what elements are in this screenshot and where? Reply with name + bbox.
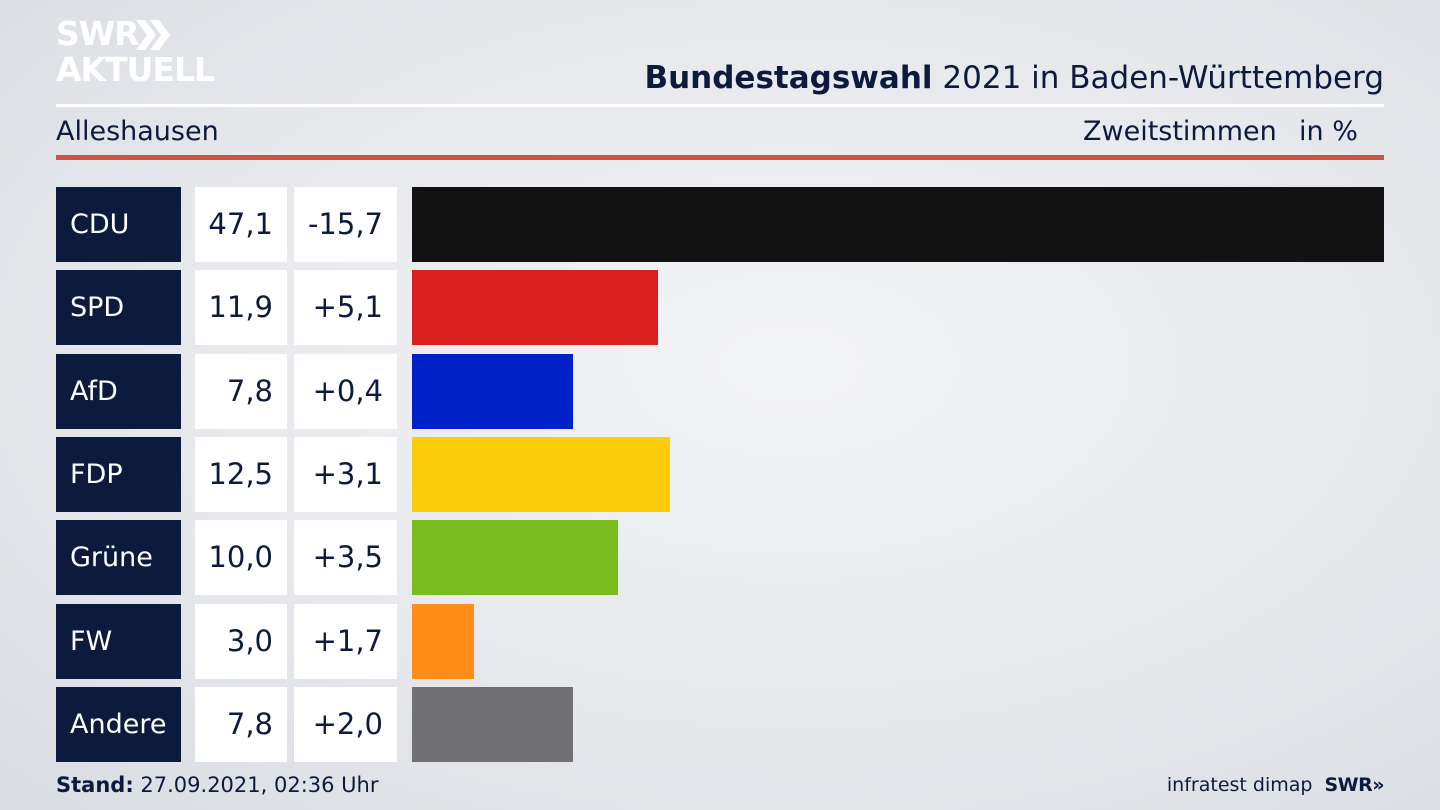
- result-bar: [412, 520, 618, 595]
- stand-label: Stand:: [56, 773, 134, 797]
- result-row-fdp: FDP 12,5 +3,1: [56, 437, 1384, 512]
- logo-aktuell-text: AKTUELL: [56, 50, 215, 89]
- source-credit: infratest dimap SWR»: [1166, 770, 1385, 800]
- timestamp: Stand: 27.09.2021, 02:36 Uhr: [56, 770, 379, 800]
- chart-title-bold: Bundestagswahl: [644, 60, 933, 96]
- vote-share-label: 47,1: [195, 187, 287, 262]
- party-label: AfD: [56, 354, 181, 429]
- result-bar: [412, 354, 573, 429]
- change-label: +0,4: [294, 354, 397, 429]
- party-label: FW: [56, 604, 181, 679]
- result-bar: [412, 687, 573, 762]
- chart-title-rest: 2021 in Baden-Württemberg: [932, 60, 1384, 96]
- change-label: +3,1: [294, 437, 397, 512]
- change-label: +2,0: [294, 687, 397, 762]
- logo-arrows-icon: [136, 20, 172, 54]
- result-row-grüne: Grüne 10,0 +3,5: [56, 520, 1384, 595]
- result-bar: [412, 604, 474, 679]
- result-row-afd: AfD 7,8 +0,4: [56, 354, 1384, 429]
- location-label: Alleshausen: [56, 116, 219, 147]
- change-label: +5,1: [294, 270, 397, 345]
- source-label: infratest dimap: [1166, 774, 1313, 796]
- result-bar: [412, 187, 1384, 262]
- measure-label: Zweitstimmen: [1083, 116, 1277, 147]
- party-label: CDU: [56, 187, 181, 262]
- party-label: Grüne: [56, 520, 181, 595]
- result-row-andere: Andere 7,8 +2,0: [56, 687, 1384, 762]
- change-label: +3,5: [294, 520, 397, 595]
- stand-value: 27.09.2021, 02:36 Uhr: [133, 773, 379, 797]
- vote-share-label: 12,5: [195, 437, 287, 512]
- result-bar: [412, 437, 670, 512]
- header-accent-rule: [56, 155, 1384, 160]
- chart-title: Bundestagswahl 2021 in Baden-Württemberg: [644, 56, 1384, 100]
- party-label: Andere: [56, 687, 181, 762]
- party-label: SPD: [56, 270, 181, 345]
- swr-footer-logo: SWR»: [1324, 774, 1384, 796]
- result-bar: [412, 270, 658, 345]
- result-row-cdu: CDU 47,1 -15,7: [56, 187, 1384, 262]
- result-row-fw: FW 3,0 +1,7: [56, 604, 1384, 679]
- change-label: +1,7: [294, 604, 397, 679]
- logo-swr-text: SWR: [56, 14, 140, 53]
- result-row-spd: SPD 11,9 +5,1: [56, 270, 1384, 345]
- vote-share-label: 10,0: [195, 520, 287, 595]
- party-label: FDP: [56, 437, 181, 512]
- change-label: -15,7: [294, 187, 397, 262]
- vote-share-label: 3,0: [195, 604, 287, 679]
- vote-share-label: 7,8: [195, 354, 287, 429]
- vote-share-label: 11,9: [195, 270, 287, 345]
- unit-label: in %: [1299, 116, 1358, 147]
- vote-share-label: 7,8: [195, 687, 287, 762]
- swr-aktuell-logo: SWR AKTUELL: [56, 16, 226, 90]
- header-divider: [56, 104, 1384, 107]
